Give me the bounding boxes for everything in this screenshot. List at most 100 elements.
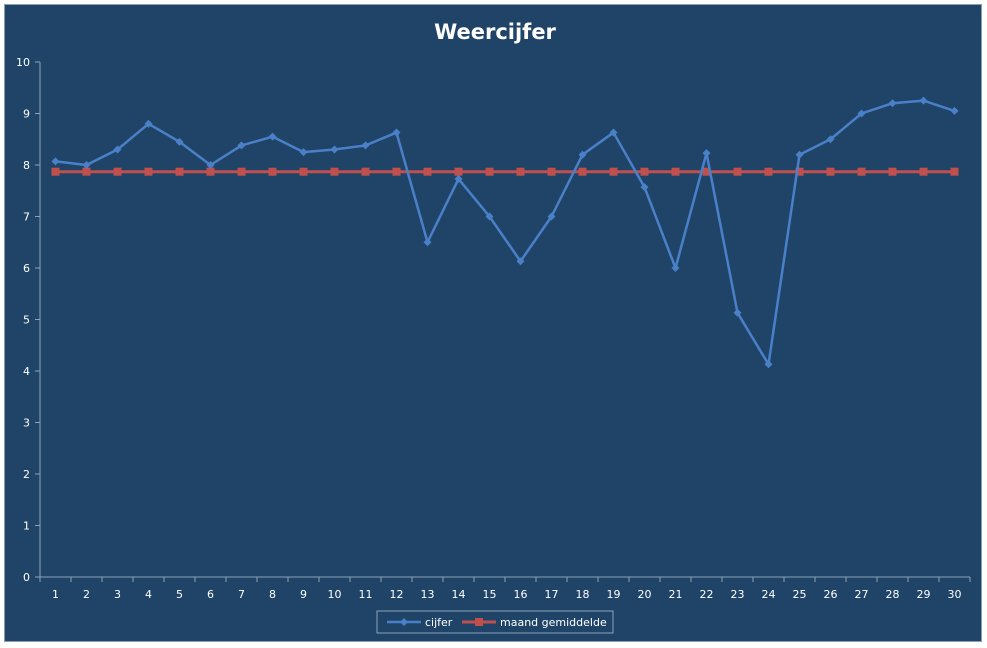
data-point <box>82 161 91 169</box>
series-maand-gemiddelde <box>51 167 959 176</box>
data-point <box>888 167 897 176</box>
x-tick-label: 18 <box>576 588 590 601</box>
data-point <box>671 167 680 176</box>
data-point <box>733 167 742 176</box>
x-tick-label: 9 <box>300 588 307 601</box>
data-point <box>206 167 215 176</box>
series-line <box>55 99 955 366</box>
data-point <box>764 167 773 176</box>
x-tick-label: 2 <box>83 588 90 601</box>
y-tick-label: 1 <box>23 520 30 533</box>
data-point <box>423 167 432 176</box>
chart-title: Weercijfer <box>434 20 556 44</box>
data-point <box>888 99 897 108</box>
x-tick-label: 25 <box>793 588 807 601</box>
data-point <box>330 145 339 154</box>
y-tick-label: 6 <box>23 262 30 275</box>
data-point <box>268 167 277 176</box>
data-point <box>51 167 60 176</box>
data-point <box>919 96 928 105</box>
data-point <box>795 150 804 159</box>
data-point <box>857 167 866 176</box>
data-point <box>299 148 308 157</box>
x-tick-label: 5 <box>176 588 183 601</box>
y-tick-label: 5 <box>23 314 30 327</box>
legend-box <box>376 610 614 634</box>
data-point <box>454 167 463 176</box>
data-point <box>51 157 60 166</box>
data-point <box>919 167 928 176</box>
x-tick-label: 17 <box>545 588 559 601</box>
data-point <box>454 174 463 183</box>
data-point <box>82 167 91 176</box>
data-point <box>702 149 711 158</box>
x-tick-label: 29 <box>917 588 931 601</box>
legend-label-cijfer: cijfer <box>425 616 453 629</box>
data-point <box>950 167 959 176</box>
data-point <box>175 167 184 176</box>
data-point <box>950 106 959 115</box>
data-point <box>361 141 370 150</box>
x-tick-label: 30 <box>948 588 962 601</box>
x-tick-label: 6 <box>207 588 214 601</box>
y-axis-ticks: 0 1 2 3 4 5 6 7 8 9 10 <box>16 56 40 584</box>
data-point <box>578 150 587 159</box>
data-point <box>299 167 308 176</box>
data-point <box>516 257 525 266</box>
x-tick-label: 20 <box>638 588 652 601</box>
y-tick-label: 7 <box>23 211 30 224</box>
data-point <box>640 167 649 176</box>
data-point <box>392 167 401 176</box>
x-tick-label: 3 <box>114 588 121 601</box>
x-tick-label: 13 <box>421 588 435 601</box>
x-tick-label: 1 <box>52 588 59 601</box>
y-tick-label: 4 <box>23 365 30 378</box>
data-point <box>826 135 835 144</box>
x-tick-label: 8 <box>269 588 276 601</box>
data-point <box>144 119 153 128</box>
data-point <box>857 109 866 118</box>
data-point <box>392 128 401 137</box>
x-tick-label: 24 <box>762 588 776 601</box>
x-tick-label: 14 <box>452 588 466 601</box>
data-point <box>113 167 122 176</box>
data-point <box>609 128 618 137</box>
series-layer <box>51 96 959 369</box>
data-point <box>547 167 556 176</box>
data-point <box>547 212 556 221</box>
data-point <box>733 308 742 317</box>
y-tick-label: 9 <box>23 108 30 121</box>
data-point <box>516 167 525 176</box>
data-point <box>640 183 649 192</box>
y-tick-label: 10 <box>16 56 30 69</box>
data-point <box>485 212 494 221</box>
legend-marker-maand-gemiddelde <box>475 618 483 626</box>
data-point <box>268 132 277 141</box>
data-point <box>671 264 680 272</box>
data-point <box>578 167 587 176</box>
y-tick-label: 8 <box>23 159 30 172</box>
x-tick-label: 16 <box>514 588 528 601</box>
data-point <box>609 167 618 176</box>
x-tick-label: 27 <box>855 588 869 601</box>
legend-marker-cijfer <box>400 618 408 626</box>
series-cijfer <box>51 96 959 369</box>
data-point <box>206 161 215 169</box>
data-point <box>795 167 804 176</box>
x-tick-label: 4 <box>145 588 152 601</box>
data-point <box>423 238 432 247</box>
x-tick-label: 22 <box>700 588 714 601</box>
x-tick-label: 10 <box>328 588 342 601</box>
data-point <box>113 145 122 154</box>
legend-label-maand-gemiddelde: maand gemiddelde <box>500 616 607 629</box>
chart-area: Weercijfer 0 1 2 3 4 5 6 7 8 9 10 1 2 3 4 5 6 7 8 9 10 11 12 1… <box>4 4 982 642</box>
y-tick-label: 2 <box>23 468 30 481</box>
data-point <box>237 141 246 150</box>
data-point <box>485 167 494 176</box>
data-point <box>702 167 711 176</box>
data-point <box>144 167 153 176</box>
data-point <box>764 360 773 369</box>
data-point <box>330 167 339 176</box>
x-tick-label: 26 <box>824 588 838 601</box>
